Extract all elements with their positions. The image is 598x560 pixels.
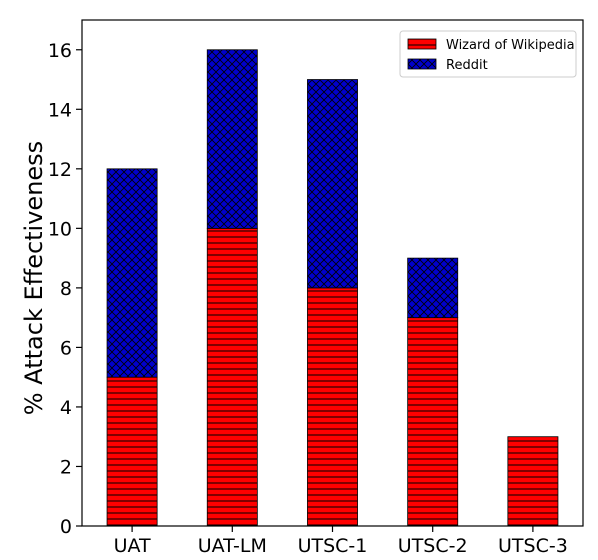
y-tick-label: 12 [48,159,72,181]
x-tick-label: UTSC-2 [398,535,468,557]
x-tick-label: UTSC-1 [298,535,368,557]
legend-box [399,30,577,78]
y-tick-label: 6 [60,337,72,359]
axes-layer: 0 2 4 6 8 10 12 14 16 UAT UAT-LM UTSC-1 UTSC-2 UTSC-3 [48,19,584,557]
legend-label-wizard-of-wikipedia: Wizard of Wikipedia [446,38,575,53]
y-tick-label: 8 [60,278,72,300]
legend-swatch-wizard-of-wikipedia [407,38,437,50]
y-tick-label: 14 [48,99,72,121]
bar-reddit-utsc-1 [307,79,358,289]
x-tick-label: UAT-LM [198,535,267,557]
y-tick-label: 4 [60,397,72,419]
y-axis-title: % Attack Effectiveness [20,141,48,415]
bars-layer [106,49,559,527]
bar-wizard-of-wikipedia-utsc-3 [507,436,559,527]
legend-swatch-reddit [407,58,437,70]
y-tick-label: 2 [60,456,72,478]
bar-wizard-of-wikipedia-utsc-1 [307,287,358,527]
legend-label-reddit: Reddit [446,58,488,73]
bar-reddit-utsc-2 [407,257,459,319]
bar-reddit-uat-lm [206,49,258,229]
bar-reddit-uat [106,168,158,378]
y-tick-label: 10 [48,218,72,240]
y-tick-label: 16 [48,40,72,62]
y-tick-label: 0 [60,516,72,538]
bar-wizard-of-wikipedia-utsc-2 [407,317,459,527]
x-tick-label: UTSC-3 [498,535,568,557]
x-tick-label: UAT [114,535,151,557]
bar-wizard-of-wikipedia-uat-lm [206,227,258,527]
bar-wizard-of-wikipedia-uat [106,376,158,527]
legend: Wizard of Wikipedia Reddit [399,30,577,78]
